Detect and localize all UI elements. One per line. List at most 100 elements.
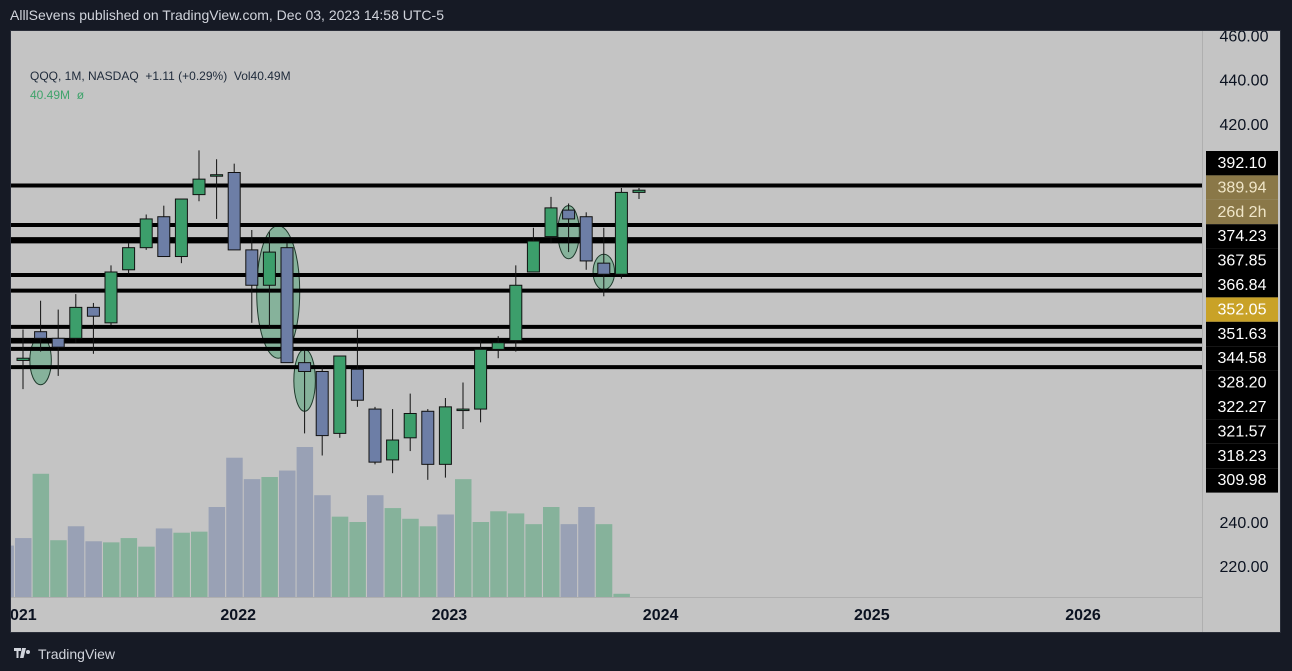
volume-bar bbox=[314, 495, 331, 597]
symbol-legend[interactable]: QQQ, 1M, NASDAQ +1.11 (+0.29%) Vol40.49M bbox=[30, 69, 291, 83]
price-label[interactable]: 389.94 bbox=[1206, 175, 1278, 200]
candle[interactable] bbox=[245, 229, 259, 323]
price-label[interactable]: 392.10 bbox=[1206, 151, 1278, 176]
footer-brand[interactable]: TradingView bbox=[38, 645, 116, 662]
volume-bar bbox=[560, 524, 578, 597]
candle[interactable] bbox=[122, 243, 136, 275]
price-label[interactable]: 374.23 bbox=[1206, 224, 1278, 249]
candle[interactable] bbox=[104, 265, 118, 326]
price-label-text: 367.85 bbox=[1218, 253, 1267, 270]
price-label[interactable]: 322.27 bbox=[1206, 395, 1278, 420]
candle[interactable] bbox=[456, 382, 470, 429]
candle[interactable] bbox=[192, 150, 206, 202]
price-label-box bbox=[1206, 370, 1278, 395]
candle[interactable] bbox=[210, 159, 224, 219]
price-label[interactable]: 26d 2h bbox=[1206, 199, 1278, 225]
time-axis-divider bbox=[11, 597, 1202, 598]
price-label[interactable]: 309.98 bbox=[1206, 468, 1278, 493]
candle[interactable] bbox=[157, 205, 171, 258]
candle[interactable] bbox=[227, 163, 241, 251]
volume-bar bbox=[437, 514, 454, 597]
candle[interactable] bbox=[403, 393, 417, 452]
price-label[interactable]: 344.58 bbox=[1206, 346, 1278, 371]
candle[interactable] bbox=[298, 349, 312, 434]
candle[interactable] bbox=[421, 409, 435, 480]
candle[interactable] bbox=[86, 302, 100, 354]
price-label[interactable]: 328.20 bbox=[1206, 370, 1278, 395]
candle[interactable] bbox=[350, 329, 364, 407]
candle-body bbox=[280, 247, 294, 364]
volume-bar bbox=[85, 541, 102, 597]
price-label[interactable]: 318.23 bbox=[1206, 443, 1278, 469]
candle-body bbox=[174, 198, 188, 258]
candle[interactable] bbox=[579, 212, 593, 270]
price-label-text: 321.57 bbox=[1218, 423, 1267, 440]
tradingview-logo-icon[interactable] bbox=[14, 647, 32, 660]
candle[interactable] bbox=[51, 309, 65, 376]
price-label-text: 351.63 bbox=[1218, 326, 1267, 343]
time-tick-label: 2022 bbox=[220, 607, 256, 624]
candle[interactable] bbox=[315, 367, 329, 456]
time-tick-label: 2026 bbox=[1065, 607, 1101, 624]
volume-bar bbox=[402, 518, 419, 597]
candle[interactable] bbox=[69, 294, 83, 343]
candle[interactable] bbox=[262, 232, 276, 328]
candle-body bbox=[526, 240, 540, 273]
change-label: +1.11 (+0.29%) bbox=[145, 69, 228, 83]
price-label-box bbox=[1206, 248, 1278, 273]
volume-bar bbox=[243, 479, 261, 597]
candle-body bbox=[386, 439, 400, 461]
candle[interactable] bbox=[386, 409, 400, 474]
candle-body bbox=[562, 209, 576, 220]
price-label[interactable]: 367.85 bbox=[1206, 248, 1278, 273]
price-tick-label: 440.00 bbox=[1220, 73, 1269, 90]
candle-body bbox=[421, 410, 435, 465]
candle[interactable] bbox=[526, 227, 540, 273]
candle-body bbox=[333, 355, 347, 434]
volume-bar bbox=[578, 507, 595, 597]
price-label[interactable]: 366.84 bbox=[1206, 273, 1278, 298]
candle[interactable] bbox=[491, 336, 505, 359]
price-label-text: 344.58 bbox=[1218, 350, 1267, 367]
time-tick-label: 2025 bbox=[854, 607, 890, 624]
candle[interactable] bbox=[474, 340, 488, 423]
candle-body bbox=[139, 218, 153, 249]
volume-bar bbox=[349, 522, 366, 597]
candle[interactable] bbox=[509, 265, 523, 352]
candle[interactable] bbox=[597, 227, 611, 297]
price-label-box bbox=[1206, 395, 1278, 420]
volume-legend[interactable]: 40.49M ø bbox=[30, 88, 84, 102]
price-labels: 392.10 389.94 26d 2h 374.23 367.85 366.84 352.… bbox=[1206, 151, 1278, 493]
candle-body bbox=[491, 342, 505, 350]
candle-body bbox=[51, 337, 65, 348]
candle[interactable] bbox=[368, 406, 382, 465]
volume-bar bbox=[120, 538, 138, 597]
candle[interactable] bbox=[139, 214, 153, 250]
price-label-text: 392.10 bbox=[1218, 155, 1267, 172]
candle[interactable] bbox=[34, 300, 48, 352]
candle-body bbox=[597, 262, 611, 275]
price-label[interactable]: 351.63 bbox=[1206, 321, 1278, 347]
candle-body bbox=[403, 412, 417, 439]
candle-body bbox=[509, 284, 523, 342]
price-chart[interactable]: 460.00 440.00 420.00 240.00 220.00 392.10 389… bbox=[11, 31, 1280, 632]
candle[interactable] bbox=[16, 329, 30, 390]
price-label[interactable]: 321.57 bbox=[1206, 419, 1278, 444]
candle[interactable] bbox=[333, 355, 347, 438]
candle[interactable] bbox=[544, 196, 558, 244]
candle-body bbox=[298, 362, 312, 372]
candle-body bbox=[614, 191, 628, 275]
volume-bar bbox=[103, 542, 120, 597]
candle[interactable] bbox=[562, 203, 576, 253]
price-label[interactable]: 352.05 bbox=[1206, 297, 1278, 322]
candle[interactable] bbox=[438, 398, 452, 478]
candle-body bbox=[262, 251, 276, 286]
candle-body bbox=[350, 368, 364, 401]
chart-pane[interactable]: 460.00 440.00 420.00 240.00 220.00 392.10 389… bbox=[10, 30, 1281, 633]
volume-bar bbox=[367, 495, 384, 597]
volume-bar bbox=[32, 473, 50, 597]
candle[interactable] bbox=[280, 243, 294, 364]
candle[interactable] bbox=[614, 187, 628, 279]
candle[interactable] bbox=[632, 187, 646, 200]
candle[interactable] bbox=[174, 198, 188, 264]
